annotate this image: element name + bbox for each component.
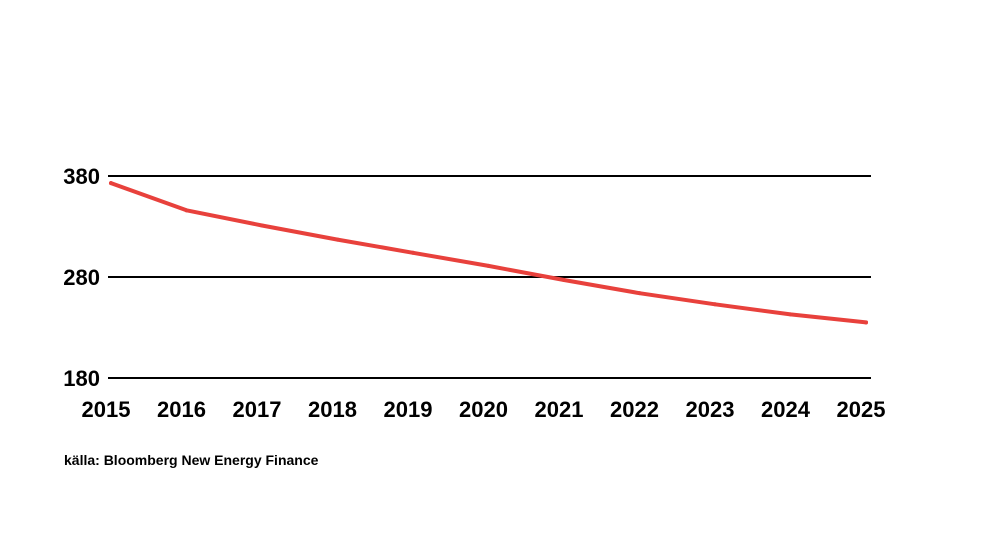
data-point <box>637 291 642 296</box>
data-point <box>109 181 113 186</box>
source-note: källa: Bloomberg New Energy Finance <box>64 452 319 468</box>
x-tick-label: 2025 <box>837 397 886 422</box>
x-tick-label: 2023 <box>686 397 735 422</box>
y-tick-label: 280 <box>63 265 100 290</box>
data-point <box>184 208 189 213</box>
data-point <box>713 302 717 307</box>
x-tick-label: 2019 <box>384 397 433 422</box>
y-tick-label: 380 <box>63 164 100 189</box>
data-point <box>486 263 491 268</box>
data-point <box>864 320 868 325</box>
x-tick-label: 2018 <box>308 397 357 422</box>
y-axis-ticks: 380 280 180 <box>63 164 100 391</box>
x-tick-label: 2017 <box>233 397 282 422</box>
x-tick-label: 2024 <box>761 397 811 422</box>
x-tick-label: 2020 <box>459 397 508 422</box>
x-tick-label: 2016 <box>157 397 206 422</box>
x-tick-label: 2021 <box>535 397 584 422</box>
data-point <box>335 237 340 242</box>
series-line <box>109 181 868 325</box>
series-layer <box>109 181 868 325</box>
x-axis-ticks: 2015 2016 2017 2018 2019 2020 2021 2022 2023 2024… <box>82 397 886 422</box>
data-point <box>411 250 415 255</box>
data-point <box>788 312 793 317</box>
grid-lines <box>108 175 871 379</box>
data-point <box>562 278 566 283</box>
x-tick-label: 2015 <box>82 397 131 422</box>
x-tick-label: 2022 <box>610 397 659 422</box>
data-point <box>260 223 264 228</box>
y-tick-label: 180 <box>63 366 100 391</box>
